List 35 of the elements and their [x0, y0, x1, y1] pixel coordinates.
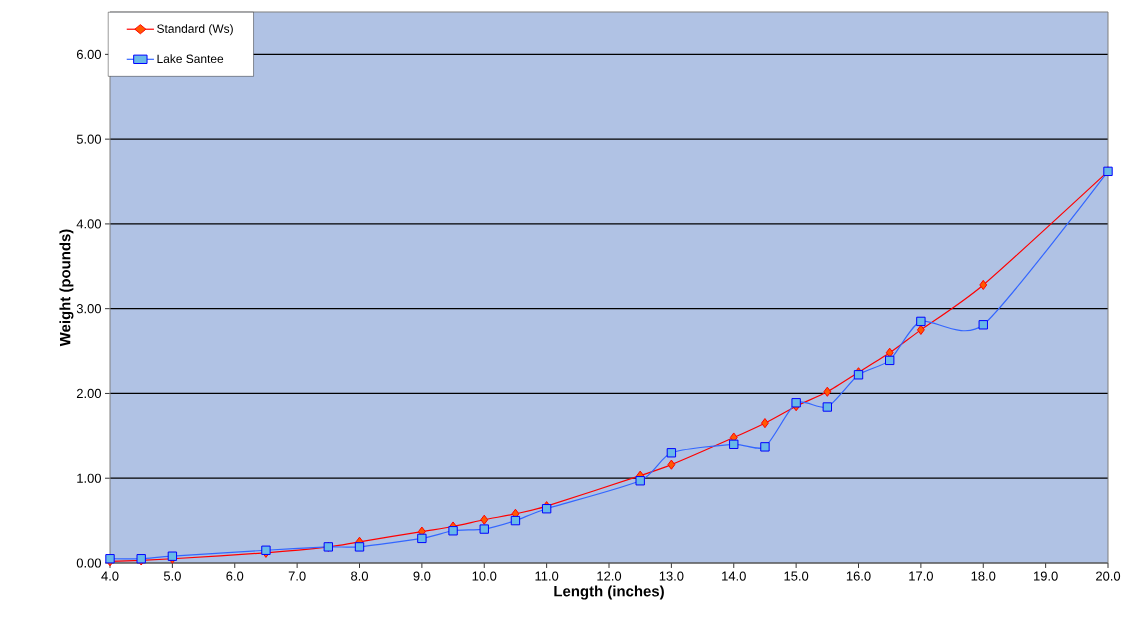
- x-tick-label: 17.0: [909, 571, 933, 581]
- x-tick-label: 15.0: [784, 571, 809, 581]
- y-tick-label: 0.00: [76, 558, 102, 568]
- x-tick-label: 13.0: [659, 571, 684, 581]
- legend-label: Lake Santee: [157, 54, 224, 63]
- point: [667, 459, 676, 470]
- point: [885, 347, 894, 358]
- point: [480, 514, 489, 525]
- y-tick-label: 6.00: [76, 49, 102, 59]
- x-tick-label: 18.0: [971, 571, 996, 581]
- y-tick-label: 4.00: [76, 219, 102, 229]
- point: [979, 279, 988, 291]
- x-tick-label: 5.0: [163, 571, 181, 581]
- x-tick-label: 10.0: [472, 571, 497, 581]
- y-tick-label: 2.00: [76, 388, 102, 399]
- x-tick-label: 16.0: [846, 571, 871, 581]
- x-axis-title: Length (inches): [554, 585, 664, 600]
- x-tick-label: 8.0: [351, 571, 369, 581]
- point: [916, 324, 925, 335]
- x-tick-label: 9.0: [413, 571, 431, 581]
- point: [823, 386, 832, 397]
- x-tick-label: 11.0: [535, 571, 559, 581]
- point: [761, 418, 769, 429]
- y-tick-label: 1.00: [77, 473, 102, 483]
- legend-label: Standard (Ws): [157, 24, 233, 36]
- x-tick-label: 12.0: [597, 571, 622, 581]
- x-tick-label: 19.0: [1034, 571, 1058, 581]
- y-tick-label: 3.00: [76, 304, 102, 314]
- y-axis-title: Weight (pounds): [59, 229, 74, 347]
- y-tick-label: 5.00: [76, 134, 102, 144]
- x-tick-label: 14.0: [722, 571, 746, 581]
- x-tick-label: 4.0: [101, 571, 119, 581]
- x-tick-label: 20.0: [1096, 571, 1121, 581]
- x-tick-label: 6.0: [226, 571, 244, 581]
- x-tick-label: 7.0: [288, 571, 306, 581]
